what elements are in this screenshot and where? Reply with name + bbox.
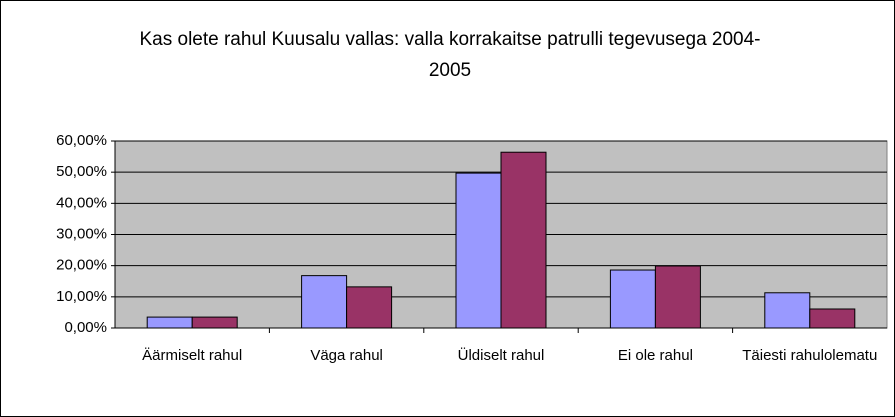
bar	[346, 286, 393, 329]
bar	[809, 308, 856, 329]
bar	[191, 316, 238, 329]
chart-title: Kas olete rahul Kuusalu vallas: valla ko…	[139, 29, 761, 81]
x-tick-label: Täiesti rahulolematu	[742, 347, 878, 364]
bar	[609, 269, 656, 329]
bar	[654, 265, 701, 329]
bar	[764, 292, 811, 329]
y-tick-label: 10,00%	[56, 288, 107, 305]
bar	[455, 172, 502, 329]
x-tick-label: Üldiselt rahul	[457, 347, 545, 364]
x-tick-label: Ei ole rahul	[617, 347, 693, 364]
y-tick-label: 60,00%	[56, 132, 107, 149]
y-tick-label: 40,00%	[56, 194, 107, 211]
bar	[146, 316, 193, 329]
bar	[500, 151, 547, 329]
x-tick-label: Äärmiselt rahul	[142, 347, 243, 364]
x-tick-label: Väga rahul	[310, 347, 383, 364]
y-tick-label: 20,00%	[56, 257, 107, 274]
y-tick-label: 0,00%	[64, 319, 107, 336]
y-tick-label: 50,00%	[56, 163, 107, 180]
y-tick-label: 30,00%	[56, 225, 107, 242]
bar	[301, 275, 348, 329]
